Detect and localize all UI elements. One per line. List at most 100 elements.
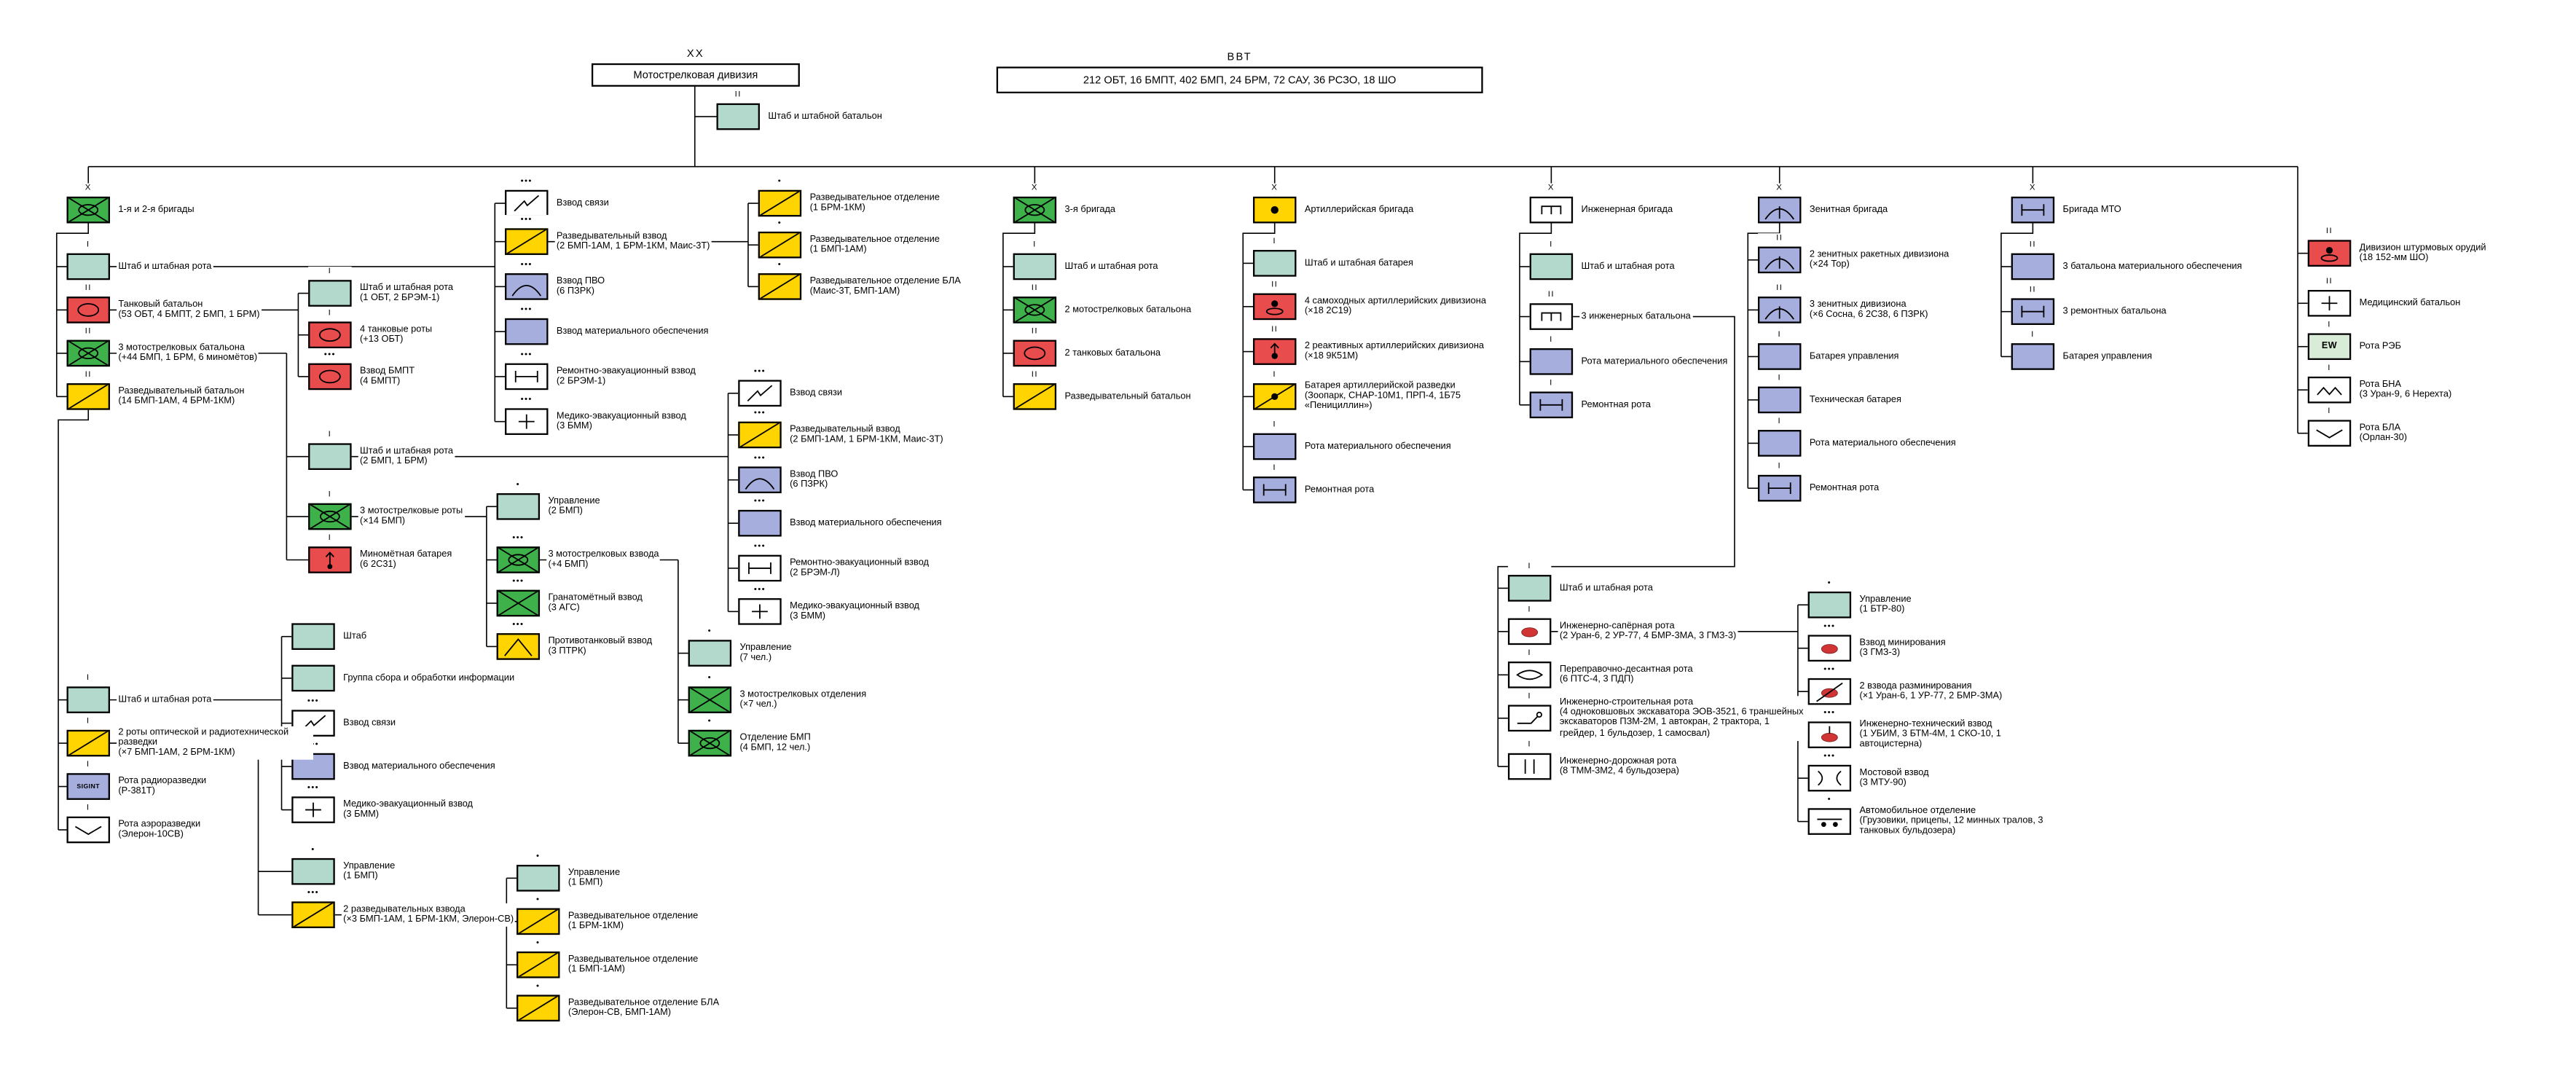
ab-recon-battery-label: Батарея артиллерийской разведки (Зоопарк,… <box>1303 380 1500 414</box>
mp-bmp-squad-echelon: • <box>688 716 732 729</box>
sig-platoon-1-title: Взвод связи <box>556 197 609 208</box>
ab-sp-battalions-title: 4 самоходных артиллерийских дивизиона <box>1304 296 1486 306</box>
med-evac-platoon-1-symbol <box>505 408 549 435</box>
adarc-icon <box>745 478 775 490</box>
ab-supply-company-label: Рота материального обеспечения <box>1303 440 1453 453</box>
eng-brigade-symbol <box>1529 196 1574 224</box>
rbhq-info-group-title: Группа сбора и обработки информации <box>343 672 515 683</box>
brigade-3-echelon: X <box>1013 183 1057 195</box>
eb-hq-company-title: Штаб и штабная рота <box>1581 261 1675 272</box>
ec-auto-squad-subtitle: (Грузовики, прицепы, 12 минных тралов, 3… <box>1859 816 2043 837</box>
rb-uav-company-subtitle: (Элерон-10СВ) <box>118 830 184 840</box>
div-assault-gun-battalion-label: Дивизион штурмовых орудий (18 152-мм ШО) <box>2357 241 2488 265</box>
mb-mortar-battery-echelon: I <box>308 533 352 545</box>
mb-mortar-battery-label: Миномётная батарея (6 2С31) <box>358 548 454 572</box>
eb-supply-company-symbol <box>1529 348 1574 375</box>
supply-platoon-1-symbol <box>505 318 549 345</box>
rb-hq-company-symbol <box>66 686 110 713</box>
connector-line-88 <box>1242 223 1276 490</box>
recon-uav-squad-1-echelon: • <box>758 259 802 272</box>
recon-squad-1-echelon: • <box>758 176 802 189</box>
rb-recon-companies-echelon: I <box>66 716 110 729</box>
rp-uav-squad-title: Разведывательное отделение БЛА <box>568 997 720 1008</box>
b12-mech-battalions-subtitle: (+44 БМП, 1 БРМ, 6 миномётов) <box>118 353 258 364</box>
sig-platoon-1-label: Взвод связи <box>554 197 611 210</box>
b3-hq-company-symbol <box>1013 253 1057 280</box>
mc-at-platoon-symbol <box>496 633 541 660</box>
b12-tank-battalion-title: Танковый батальон <box>118 299 203 310</box>
mp-command-title: Управление <box>739 642 792 653</box>
mc-mech-platoons-symbol <box>496 546 541 573</box>
rb-recon-companies-label: 2 роты оптической и радиотехнической раз… <box>117 726 313 761</box>
ebn-ferry-company-symbol <box>1507 662 1552 688</box>
tb-hq-company-label: Штаб и штабная рота (1 ОБТ, 2 БРЭМ-1) <box>358 281 455 305</box>
ad-brigade-echelon: X <box>1757 183 1802 195</box>
eb-supply-company-echelon: I <box>1529 334 1574 347</box>
arty-icon <box>1271 205 1279 214</box>
b12-mech-battalions-title: 3 мотострелковых батальона <box>118 342 246 353</box>
rc-recon-platoons-label: 2 разведывательных взвода (×3 БМП-1АМ, 1 … <box>341 903 516 927</box>
repair-evac-platoon-1-title: Ремонтно-эвакуационный взвод <box>556 366 696 376</box>
ad-platoon-2-subtitle: (6 ПЗРК) <box>790 479 828 490</box>
adb-control-battery-title: Батарея управления <box>1809 351 1899 361</box>
tb-tank-companies-subtitle: (+13 ОБТ) <box>360 334 404 345</box>
div-ew-company-label: Рота РЭБ <box>2357 340 2403 353</box>
mp-command-label: Управление (7 чел.) <box>738 641 793 665</box>
rc-command-label: Управление (1 БМП) <box>341 860 397 884</box>
b3-recon-battalion-title: Разведывательный батальон <box>1064 391 1191 401</box>
div-ugv-company-echelon: I <box>2307 363 2352 375</box>
rp-command-echelon: • <box>517 851 560 863</box>
mp-bmp-squad-title: Отделение БМП <box>739 732 811 743</box>
ec-mining-platoon-subtitle: (3 ГМЗ-3) <box>1859 648 1901 659</box>
tb-hq-company-echelon: I <box>308 266 352 278</box>
ebn-road-company-subtitle: (8 ТММ-3М2, 4 бульдозера) <box>1559 766 1679 777</box>
tb-bmpt-platoon-symbol <box>308 363 352 391</box>
med-icon <box>2321 296 2338 311</box>
ec-mining-platoon-symbol <box>1807 635 1852 662</box>
mine-icon <box>1821 644 1838 654</box>
arty-brigade-symbol <box>1252 196 1297 224</box>
rb-uav-company-symbol <box>66 816 110 844</box>
repair-evac-platoon-1-symbol <box>505 363 549 391</box>
brigades-1-2-echelon: X <box>66 183 110 195</box>
repair-evac-platoon-1-label: Ремонтно-эвакуационный взвод (2 БРЭМ-1) <box>554 365 698 388</box>
div-ew-company-symbol: EW <box>2307 333 2352 361</box>
ec-command-title: Управление <box>1859 594 1912 605</box>
mp-command-subtitle: (7 чел.) <box>739 653 772 664</box>
uav-icon <box>74 825 102 836</box>
ebn-construction-company-title: Инженерно-строительная рота <box>1559 696 1694 707</box>
b12-recon-battalion-symbol <box>66 383 110 410</box>
rbhq-staff-label: Штаб <box>341 630 369 643</box>
connector-line-121 <box>2000 223 2034 357</box>
rp-command-title: Управление <box>568 867 621 878</box>
brigades-1-2-label: 1-я и 2-я бригады <box>117 203 196 216</box>
mc-grenade-platoon-label: Гранатомётный взвод (3 АГС) <box>546 592 645 615</box>
med-evac-platoon-1-subtitle: (3 БММ) <box>556 421 592 432</box>
equipment-box: 212 ОБТ, 16 БМПТ, 402 БМП, 24 БРМ, 72 СА… <box>996 66 1483 94</box>
med-icon <box>518 414 535 429</box>
mto-control-battery-title: Батарея управления <box>2062 351 2153 361</box>
mto-brigade-symbol <box>2011 196 2055 224</box>
artyrecon-icon <box>1254 385 1295 409</box>
maint-icon <box>748 562 771 574</box>
div-assault-gun-battalion-symbol <box>2307 240 2352 267</box>
ec-mining-platoon-echelon: ••• <box>1807 621 1852 634</box>
ebn-sapper-company-title: Инженерно-сапёрная рота <box>1559 621 1675 631</box>
connector-line-62 <box>58 409 90 831</box>
ad-platoon-2-label: Взвод ПВО (6 ПЗРК) <box>788 468 840 492</box>
mc-mech-platoons-title: 3 мотострелковых взвода <box>548 549 659 560</box>
mb-mortar-battery-title: Миномётная батарея <box>360 549 452 560</box>
recon-icon <box>760 275 800 299</box>
recon-platoon-2-title: Разведывательный взвод <box>790 424 900 435</box>
eb-repair-company-symbol <box>1529 391 1574 419</box>
ec-command-echelon: • <box>1807 578 1852 590</box>
rc-recon-platoons-title: 2 разведывательных взвода <box>343 904 466 914</box>
adb-tech-battery-symbol <box>1757 386 1802 414</box>
div-assault-gun-battalion-title: Дивизион штурмовых орудий <box>2359 243 2486 253</box>
ab-mlrs-battalions-label: 2 реактивных артиллерийских дивизиона (×1… <box>1303 340 1486 364</box>
ab-sp-battalions-echelon: II <box>1252 280 1297 292</box>
b12-hq-company-label: Штаб и штабная рота <box>117 260 213 273</box>
rb-sigint-company-badge-icon: SIGINT <box>76 782 101 790</box>
infm-icon <box>498 548 538 572</box>
eb-hq-company-symbol <box>1529 253 1574 280</box>
